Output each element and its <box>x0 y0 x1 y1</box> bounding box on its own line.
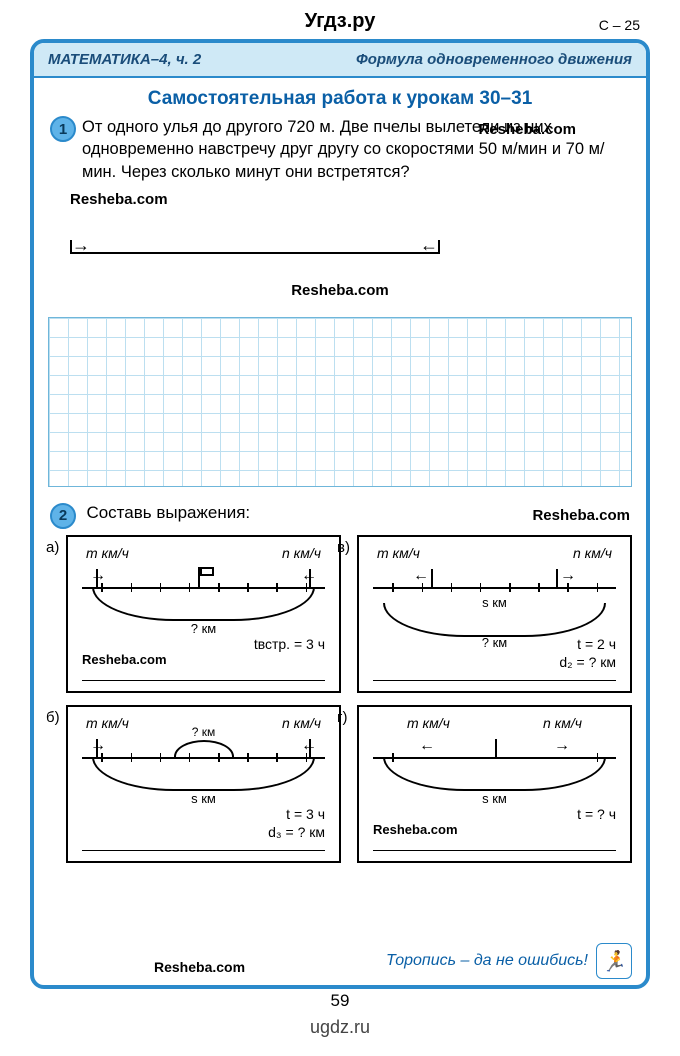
panel-b-f1: t = 3 ч <box>268 805 325 823</box>
runner-icon: 🏃 <box>596 943 632 979</box>
panel-b-f2: d₃ = ? км <box>268 823 325 841</box>
watermark: Resheba.com <box>373 822 458 837</box>
panel-a-left-speed: m км/ч <box>86 545 129 561</box>
footer-text: Торопись – да не ошибись! <box>386 952 588 970</box>
panel-a: а) m км/ч n км/ч ? км tвстр. = 3 ч Reshe… <box>66 535 341 693</box>
page-frame: МАТЕМАТИКА–4, ч. 2 Формула одновременног… <box>30 39 650 989</box>
panel-b-mid: ? км <box>68 725 339 739</box>
panel-b-s: s км <box>68 791 339 806</box>
panel-v-f2: d₂ = ? км <box>559 653 616 671</box>
answer-grid[interactable] <box>48 317 632 487</box>
watermark: Resheba.com <box>34 282 646 299</box>
watermark: Resheba.com <box>70 191 630 208</box>
panel-v-formula: t = 2 ч d₂ = ? км <box>559 635 616 671</box>
panel-g-s: s км <box>359 791 630 806</box>
page-number: 59 <box>0 991 680 1011</box>
panel-b-letter: б) <box>46 709 60 726</box>
panel-g-answer-line[interactable] <box>373 850 616 851</box>
task-1: 1 От одного улья до другого 720 м. Две п… <box>34 112 646 264</box>
panel-g-right-speed: n км/ч <box>543 715 582 731</box>
panel-a-right-speed: n км/ч <box>282 545 321 561</box>
panel-v-left-speed: m км/ч <box>377 545 420 561</box>
task-2: 2 Составь выражения: Resheba.com <box>34 497 646 529</box>
panel-v: в) m км/ч n км/ч s км ? км t = 2 ч d₂ = … <box>357 535 632 693</box>
panel-g-left-speed: m км/ч <box>407 715 450 731</box>
watermark: Resheba.com <box>532 507 630 524</box>
panel-b-answer-line[interactable] <box>82 850 325 851</box>
panel-a-answer-line[interactable] <box>82 680 325 681</box>
task-2-number: 2 <box>50 503 76 529</box>
site-top: Угдз.ру <box>0 0 680 39</box>
panels-grid: а) m км/ч n км/ч ? км tвстр. = 3 ч Reshe… <box>34 529 646 863</box>
footer: Торопись – да не ошибись! 🏃 <box>34 943 646 979</box>
panel-v-answer-line[interactable] <box>373 680 616 681</box>
panel-b-formula: t = 3 ч d₃ = ? км <box>268 805 325 841</box>
panel-v-f1: t = 2 ч <box>559 635 616 653</box>
header-band: МАТЕМАТИКА–4, ч. 2 Формула одновременног… <box>34 43 646 78</box>
panel-a-letter: а) <box>46 539 59 556</box>
task-2-text: Составь выражения: <box>86 503 250 522</box>
task-1-diagram: →← <box>70 236 610 264</box>
task-1-text: От одного улья до другого 720 м. Две пче… <box>82 118 605 181</box>
site-bottom: ugdz.ru <box>0 1017 680 1038</box>
panel-a-distance: ? км <box>68 621 339 636</box>
task-1-number: 1 <box>50 116 76 142</box>
panel-b: б) m км/ч n км/ч ? км s км t = 3 ч d₃ = … <box>66 705 341 863</box>
panel-g-letter: г) <box>337 709 347 726</box>
panel-a-formula: tвстр. = 3 ч <box>254 635 325 653</box>
panel-v-letter: в) <box>337 539 350 556</box>
watermark: Resheba.com <box>82 652 167 667</box>
header-right: Формула одновременного движения <box>356 51 632 68</box>
main-title: Самостоятельная работа к урокам 30–31 <box>34 88 646 110</box>
header-left: МАТЕМАТИКА–4, ч. 2 <box>48 51 201 68</box>
panel-g: г) m км/ч n км/ч ← → s км t = ? ч Resheb… <box>357 705 632 863</box>
panel-v-right-speed: n км/ч <box>573 545 612 561</box>
corner-label: С – 25 <box>599 17 640 33</box>
panel-g-formula: t = ? ч <box>577 805 616 823</box>
